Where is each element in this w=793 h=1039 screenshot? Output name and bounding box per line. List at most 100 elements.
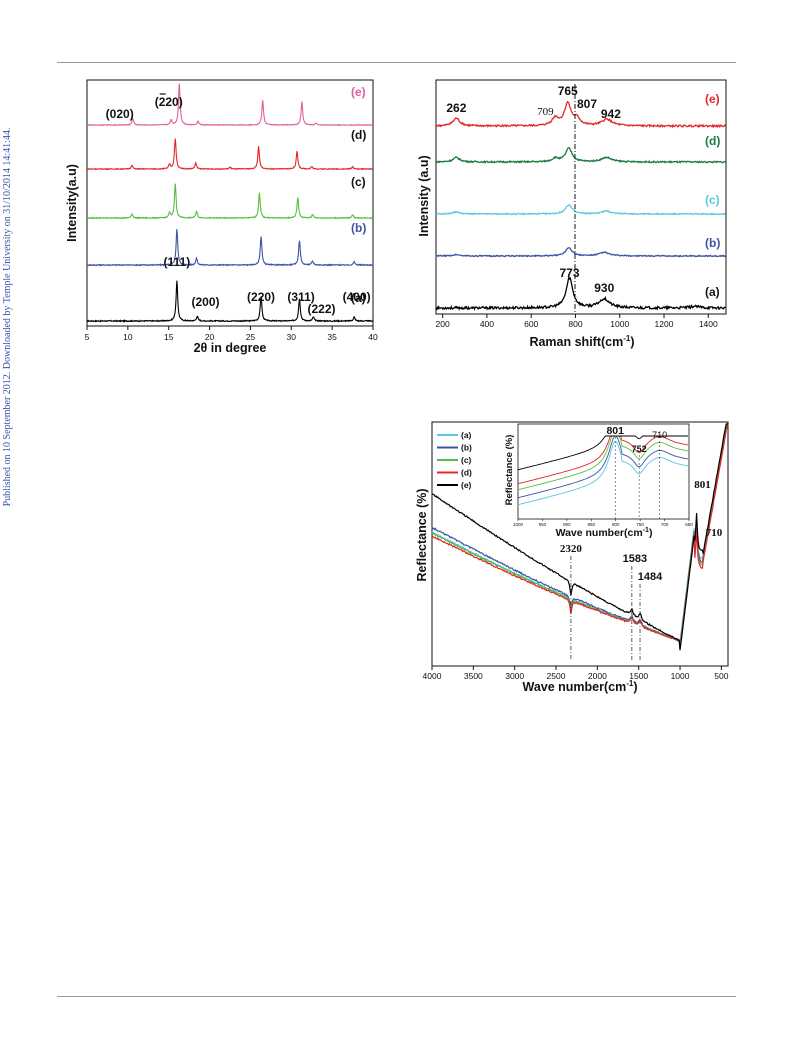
ftir-y-axis-label: Reflectance (%) (415, 488, 429, 581)
ftir-peak-annotation: 1583 (623, 553, 647, 565)
raman-series-label: (c) (705, 193, 720, 207)
xrd-x-tick-label: 35 (327, 332, 337, 342)
ftir-plot-frame (431, 421, 729, 667)
xrd-series-line (86, 228, 374, 267)
inset-x-axis-label-main: Wave number(cm (556, 527, 643, 539)
inset-peak-annotation: 801 (606, 425, 624, 437)
inset-peak-annotation: 710 (652, 430, 667, 440)
inset-x-axis-label: Wave number(cm-1) (556, 527, 653, 539)
xrd-x-tick-label: 15 (164, 332, 174, 342)
xrd-series-label: (e) (351, 85, 366, 99)
raman-series-label: (d) (705, 134, 720, 148)
inset-x-tick-label: 750 (636, 522, 644, 527)
xrd-x-tick-label: 5 (85, 332, 90, 342)
ftir-x-axis-label-main: Wave number(cm (522, 680, 626, 694)
raman-series-line (435, 247, 727, 258)
xrd-peak-annotation: (220) (247, 290, 275, 304)
xrd-series-line (86, 83, 374, 127)
xrd-x-tick-label: 30 (287, 332, 297, 342)
raman-x-axis-label-sup: -1 (623, 334, 631, 343)
inset-series-line (517, 435, 688, 471)
raman-x-tick-label: 1000 (610, 319, 629, 329)
footer-rule (57, 996, 736, 997)
raman-x-axis-label-tail: ) (630, 335, 634, 349)
xrd-plot-frame (86, 79, 374, 327)
raman-series-line (435, 147, 726, 164)
ftir-peak-annotation: 1484 (638, 571, 663, 583)
raman-series-line (435, 275, 726, 311)
inset-x-tick-label: 950 (539, 522, 547, 527)
ftir-peak-annotation: 2320 (560, 543, 583, 555)
raman-x-tick-label: 200 (436, 319, 450, 329)
xrd-x-tick-label: 40 (368, 332, 378, 342)
raman-x-tick-label: 1400 (699, 319, 718, 329)
raman-series-label: (b) (705, 236, 720, 250)
inset-x-tick-label: 800 (612, 522, 620, 527)
raman-series-line (435, 204, 726, 216)
ftir-peak-annotation: 801 (694, 479, 711, 491)
raman-series-label: (a) (705, 285, 720, 299)
xrd-x-tick-label: 10 (123, 332, 133, 342)
raman-series-label: (e) (705, 92, 720, 106)
xrd-peak-annotation: (311) (287, 290, 314, 304)
raman-x-tick-label: 800 (568, 319, 582, 329)
raman-x-axis-label: Raman shift(cm-1) (529, 334, 634, 349)
xrd-series-label: (b) (351, 221, 366, 235)
raman-peak-annotation: 807 (577, 97, 597, 111)
ftir-x-tick-label: 500 (714, 671, 728, 681)
xrd-y-axis-label: Intensity(a.u) (65, 164, 79, 242)
inset-peak-annotation: 752 (632, 444, 647, 454)
xrd-series-label: (c) (351, 175, 366, 189)
ftir-x-tick-label: 2000 (588, 671, 607, 681)
ftir-legend-label: (b) (461, 443, 472, 453)
raman-plot-frame (435, 79, 727, 315)
inset-x-axis-label-sup: -1 (643, 527, 649, 534)
xrd-series-label: (d) (351, 128, 366, 142)
raman-y-axis-label: Intensity (a.u) (417, 155, 431, 236)
ftir-x-tick-label: 3000 (505, 671, 524, 681)
xrd-peak-annotation: (111) (164, 255, 191, 269)
header-rule (57, 62, 736, 63)
raman-x-axis-label-main: Raman shift(cm (529, 335, 623, 349)
xrd-peak-annotation: (200) (191, 295, 219, 309)
ftir-legend-label: (c) (461, 455, 472, 465)
xrd-series-line (86, 183, 374, 220)
xrd-x-tick-label: 20 (205, 332, 215, 342)
raman-peak-annotation: 942 (601, 107, 621, 121)
ftir-x-axis-label-tail: ) (633, 680, 637, 694)
ftir-x-tick-label: 4000 (423, 671, 442, 681)
ftir-x-tick-label: 3500 (464, 671, 483, 681)
ftir-series-line (431, 423, 728, 651)
inset-x-tick-label: 700 (661, 522, 669, 527)
xrd-x-tick-label: 25 (246, 332, 256, 342)
xrd-peak-annotation: (400) (343, 290, 371, 304)
raman-peak-annotation: 930 (594, 281, 614, 295)
ftir-x-tick-label: 2500 (547, 671, 566, 681)
raman-series-line (435, 100, 727, 129)
xrd-series-label: (a) (351, 291, 366, 305)
inset-x-tick-label: 850 (588, 522, 596, 527)
xrd-series-line (87, 138, 374, 171)
ftir-legend-label: (e) (461, 480, 472, 490)
raman-peak-annotation: 262 (446, 101, 466, 115)
xrd-series-line (86, 280, 374, 323)
inset-y-axis-label: Reflectance (%) (504, 435, 515, 506)
inset-x-axis-label-tail: ) (649, 527, 653, 539)
inset-x-tick-label: 900 (563, 522, 571, 527)
ftir-x-axis-label: Wave number(cm-1) (522, 679, 637, 694)
xrd-x-axis-label: 2θ in degree (194, 341, 267, 355)
ftir-legend-label: (a) (461, 430, 472, 440)
inset-x-tick-label: 1000 (513, 522, 524, 527)
raman-x-tick-label: 600 (524, 319, 538, 329)
raman-x-tick-label: 1200 (655, 319, 674, 329)
ftir-peak-annotation: 710 (706, 527, 723, 539)
xrd-peak-annotation: (020) (106, 107, 134, 121)
raman-peak-annotation: 765 (558, 84, 578, 98)
xrd-peak-annotation: (222) (308, 302, 336, 316)
inset-x-tick-label: 650 (685, 522, 693, 527)
raman-x-tick-label: 400 (480, 319, 494, 329)
ftir-x-tick-label: 1000 (671, 671, 690, 681)
